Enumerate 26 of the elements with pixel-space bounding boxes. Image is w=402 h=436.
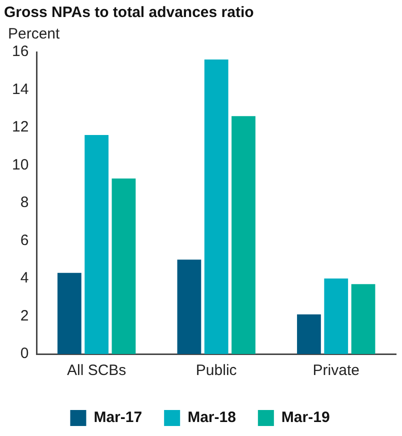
y-tick-label: 2 [20,307,29,324]
chart-title: Gross NPAs to total advances ratio [4,4,254,22]
x-tick-label: Public [196,362,238,380]
x-tick-label: Private [312,362,360,380]
y-tick-label: 14 [12,80,29,98]
legend-label: Mar-18 [188,409,236,426]
y-tick-label: 16 [12,43,29,60]
y-tick-label: 4 [20,270,29,287]
bar [232,116,256,354]
bar [324,278,348,354]
y-tick-label: 8 [20,194,29,212]
x-tick-label: All SCBs [66,362,126,380]
y-tick-label: 10 [12,156,29,174]
y-tick-label: 0 [20,345,29,362]
bar [112,178,136,354]
bar [204,60,228,354]
bar [177,260,202,354]
bar [351,284,376,354]
legend-label: Mar-19 [281,409,330,426]
legend-label: Mar-17 [94,409,142,426]
y-tick-label: 6 [20,232,29,249]
bar [84,135,109,354]
bar [57,272,82,354]
y-axis-title: Percent [8,26,61,43]
bar [297,314,321,354]
y-tick-label: 12 [12,118,29,136]
